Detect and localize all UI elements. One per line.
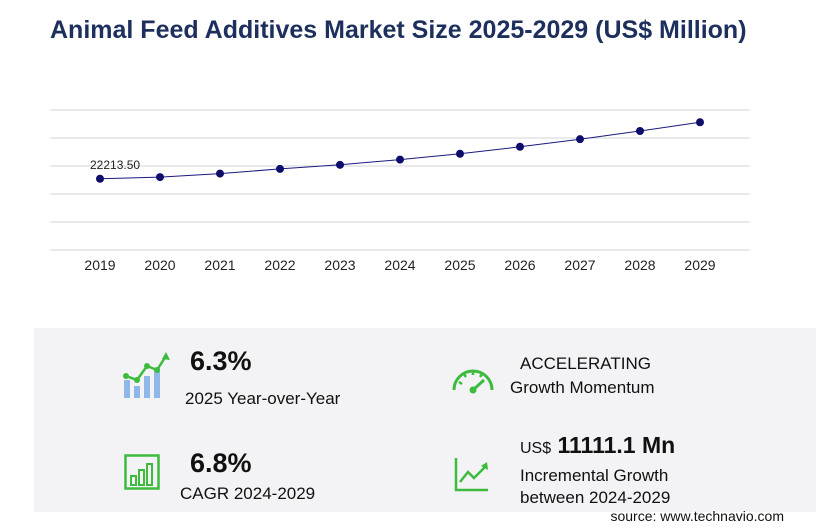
data-label: 22213.50 bbox=[90, 158, 140, 172]
bar-chart-icon bbox=[124, 454, 160, 490]
data-point-2028 bbox=[636, 127, 644, 135]
yoy-label: 2025 Year-over-Year bbox=[185, 389, 341, 408]
data-point-2023 bbox=[336, 160, 344, 169]
growth-bars-icon bbox=[123, 352, 170, 398]
x-tick-label: 2021 bbox=[204, 257, 235, 273]
series-line bbox=[99, 121, 701, 180]
incremental-value: US$ 11111.1 Mn bbox=[520, 432, 675, 459]
x-tick-label: 2020 bbox=[144, 257, 175, 273]
trend-up-icon bbox=[454, 458, 488, 492]
data-point-2029 bbox=[696, 118, 704, 127]
x-tick-label: 2022 bbox=[264, 257, 295, 273]
x-tick-label: 2025 bbox=[444, 257, 475, 273]
data-point-2019 bbox=[96, 174, 104, 183]
source-note: source: www.technavio.com bbox=[610, 508, 784, 524]
x-tick-label: 2023 bbox=[324, 257, 355, 273]
page-title: Animal Feed Additives Market Size 2025-2… bbox=[50, 16, 747, 44]
x-tick-label: 2027 bbox=[564, 257, 595, 273]
cagr-label: CAGR 2024-2029 bbox=[180, 484, 316, 503]
x-tick-label: 2029 bbox=[684, 257, 715, 273]
x-tick-label: 2019 bbox=[84, 257, 115, 273]
stats-panel: 6.3% 2025 Year-over-Year ACCELERATING Gr… bbox=[34, 328, 816, 512]
data-point-2020 bbox=[156, 173, 164, 182]
momentum-label: Growth Momentum bbox=[510, 378, 655, 397]
data-point-2024 bbox=[396, 155, 404, 164]
x-tick-label: 2024 bbox=[384, 257, 415, 273]
momentum-value: ACCELERATING bbox=[520, 354, 651, 373]
cagr-value: 6.8% bbox=[190, 448, 252, 478]
line-chart: 2019 2020 2021 2022 2023 2024 2025 2026 2027 2028… bbox=[50, 109, 750, 273]
data-point-2027 bbox=[576, 135, 584, 144]
currency-prefix: US$ bbox=[520, 440, 552, 457]
series-markers bbox=[96, 118, 704, 183]
incremental-amount: 11111.1 Mn bbox=[557, 432, 676, 458]
yoy-value: 6.3% bbox=[190, 346, 252, 376]
data-point-2025 bbox=[456, 149, 464, 158]
x-tick-label: 2028 bbox=[624, 257, 655, 273]
incremental-label-2: between 2024-2029 bbox=[520, 488, 671, 507]
chart-grid bbox=[50, 109, 750, 251]
data-point-2026 bbox=[516, 142, 524, 151]
data-labels: 22213.50 bbox=[90, 158, 140, 172]
speedometer-icon bbox=[452, 369, 494, 394]
data-point-2021 bbox=[216, 169, 224, 178]
incremental-label-1: Incremental Growth bbox=[520, 466, 669, 485]
data-point-2022 bbox=[276, 164, 284, 173]
x-tick-label: 2026 bbox=[504, 257, 535, 273]
x-axis-ticks: 2019 2020 2021 2022 2023 2024 2025 2026 2027 2028… bbox=[84, 257, 715, 273]
